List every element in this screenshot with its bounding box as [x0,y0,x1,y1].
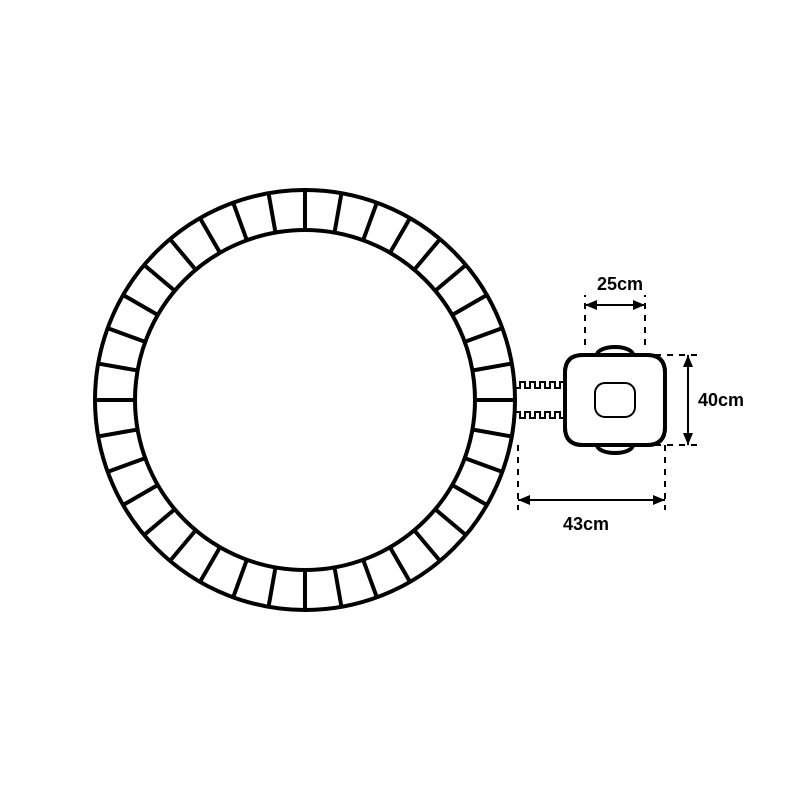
pump [565,347,665,453]
dim-43cm: 43cm [518,445,665,534]
ring-inner [135,230,475,570]
ring-segments [95,190,515,610]
dim-40cm-label: 40cm [698,390,744,410]
ring-outer [95,190,515,610]
connector [515,382,565,418]
dim-25cm: 25cm [585,274,645,345]
dim-25cm-label: 25cm [597,274,643,294]
dim-40cm: 40cm [655,355,744,445]
dim-43cm-label: 43cm [563,514,609,534]
